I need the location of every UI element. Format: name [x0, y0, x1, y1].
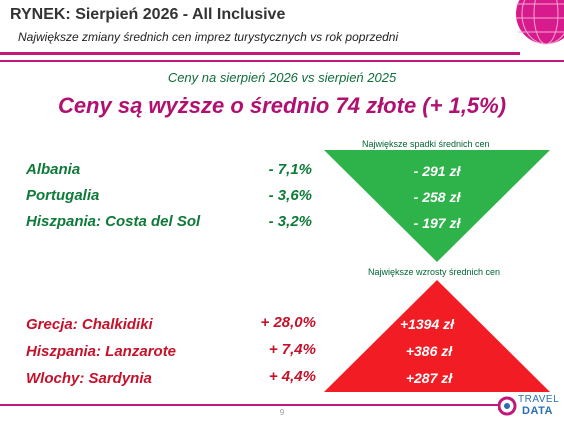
price-change: +1394 zł [399, 316, 455, 332]
logo-text-top: TRAVEL [518, 394, 560, 405]
page-subtitle: Największe zmiany średnich cen imprez tu… [18, 30, 399, 44]
increases-label: Największe wzrosty średnich cen [368, 267, 501, 277]
percent-change: + 4,4% [268, 368, 316, 385]
price-change: - 258 zł [413, 189, 461, 205]
page-title: RYNEK: Sierpień 2026 - All Inclusive [10, 6, 286, 23]
price-change: - 291 zł [413, 163, 461, 179]
header-divider-top [0, 52, 520, 55]
list-item: Albania [26, 161, 81, 178]
list-item: Portugalia [26, 187, 100, 204]
list-item: Hiszpania: Costa del Sol [26, 213, 201, 230]
travel-data-logo: TRAVEL DATA [497, 392, 560, 420]
price-change: +287 zł [405, 370, 453, 386]
comparison-label: Ceny na sierpień 2026 vs sierpień 2025 [167, 70, 397, 85]
page-number: 9 [279, 408, 285, 417]
increase-triangle [324, 280, 550, 392]
globe-icon [504, 0, 564, 52]
decrease-triangle [324, 150, 550, 262]
price-change: - 197 zł [413, 215, 461, 231]
footer-divider [0, 404, 500, 406]
list-item: Grecja: Chalkidiki [26, 316, 153, 333]
percent-change: + 7,4% [268, 341, 316, 358]
percent-change: - 7,1% [268, 161, 312, 178]
logo-text-bottom: DATA [522, 405, 553, 417]
decreases-label: Największe spadki średnich cen [362, 139, 490, 149]
headline: Ceny są wyższe o średnio 74 złote (+ 1,5… [57, 93, 507, 118]
percent-change: - 3,6% [268, 187, 312, 204]
percent-change: + 28,0% [260, 314, 316, 331]
header-divider-bottom [0, 60, 564, 62]
list-item: Wlochy: Sardynia [26, 370, 152, 387]
price-change: +386 zł [405, 343, 453, 359]
percent-change: - 3,2% [268, 213, 312, 230]
list-item: Hiszpania: Lanzarote [26, 343, 177, 360]
